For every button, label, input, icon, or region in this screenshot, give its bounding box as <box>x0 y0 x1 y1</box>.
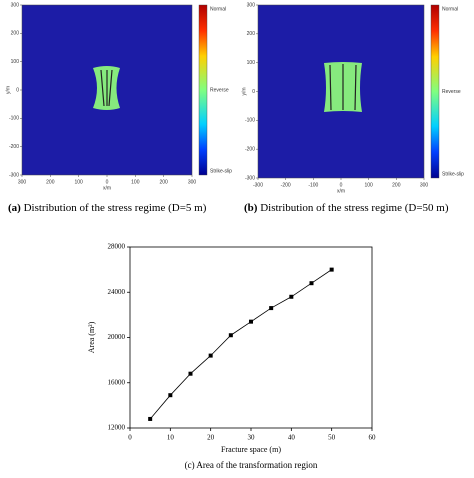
y-tick-label: -200 <box>9 144 19 150</box>
x-tick-label: 100 <box>74 179 83 185</box>
colorbar-label: Normal <box>210 6 226 12</box>
data-point <box>168 393 173 398</box>
x-tick-label: 100 <box>364 182 373 188</box>
colorbar <box>430 4 440 179</box>
x-tick-label: 0 <box>106 179 109 185</box>
caption-text: Area of the transformation region <box>196 460 317 470</box>
x-tick-label: -300 <box>253 182 263 188</box>
data-point <box>269 306 274 311</box>
colorbar-label: Normal <box>442 6 458 12</box>
x-tick-label: 0 <box>128 434 132 442</box>
data-point <box>188 371 193 376</box>
x-tick-label: 200 <box>392 182 401 188</box>
caption-text: Distribution of the stress regime (D=50 … <box>260 202 449 214</box>
data-point <box>289 294 294 299</box>
y-tick-label: 300 <box>247 2 256 8</box>
caption: (c) Area of the transformation region <box>185 460 318 470</box>
data-point <box>148 416 153 421</box>
data-point <box>228 333 233 338</box>
figure-label: (b) <box>244 202 258 214</box>
x-tick-label: 300 <box>18 179 27 185</box>
fracture <box>108 69 113 107</box>
series-line <box>149 269 332 420</box>
colorbar-label: Reverse <box>442 89 461 95</box>
y-tick-label: 20000 <box>108 333 126 341</box>
x-axis-label: x/m <box>337 188 345 194</box>
x-tick-label: 50 <box>328 434 336 442</box>
y-tick-label: 100 <box>11 59 20 65</box>
plot-frame <box>129 246 373 429</box>
figure-label: (c) <box>185 460 195 470</box>
fracture <box>329 64 332 111</box>
y-axis-label: y/m <box>5 86 11 94</box>
fracture <box>354 64 357 111</box>
x-tick-label: -200 <box>281 182 291 188</box>
x-tick-label: 40 <box>288 434 296 442</box>
y-tick-label: -300 <box>9 172 19 178</box>
data-point <box>329 267 334 272</box>
y-tick-label: 100 <box>247 60 256 66</box>
y-tick-label: -200 <box>245 146 255 152</box>
colorbar-label: Reverse <box>210 87 229 93</box>
x-tick-label: 10 <box>167 434 175 442</box>
x-tick-label: -100 <box>308 182 318 188</box>
data-point <box>208 353 213 358</box>
colorbar <box>198 4 208 176</box>
figure-label: (a) <box>8 202 21 214</box>
x-tick-label: 60 <box>369 434 377 442</box>
y-tick-label: -100 <box>245 118 255 124</box>
fracture <box>100 69 105 107</box>
caption: (b) Distribution of the stress regime (D… <box>244 202 449 214</box>
y-tick-label: 24000 <box>108 288 126 296</box>
y-tick-label: 12000 <box>108 424 126 432</box>
caption: (a) Distribution of the stress regime (D… <box>8 202 207 214</box>
y-tick-label: 0 <box>16 87 19 93</box>
data-point <box>309 281 314 286</box>
x-tick-label: 200 <box>46 179 55 185</box>
data-point <box>249 319 253 324</box>
x-tick-label: 200 <box>159 179 168 185</box>
x-tick-label: 100 <box>131 179 140 185</box>
y-tick-label: 300 <box>11 2 20 8</box>
x-tick-label: 300 <box>420 182 429 188</box>
colorbar-label: Strike-slip <box>210 168 232 174</box>
x-axis-label: Fracture space (m) <box>221 445 281 454</box>
y-tick-label: 0 <box>252 89 255 95</box>
caption-text: Distribution of the stress regime (D=5 m… <box>24 202 207 214</box>
x-tick-label: 30 <box>248 434 256 442</box>
x-tick-label: 20 <box>207 434 215 442</box>
y-tick-label: -300 <box>245 175 255 181</box>
y-tick-label: 28000 <box>108 243 126 251</box>
y-tick-label: 16000 <box>108 378 126 386</box>
y-axis-label: y/m <box>241 87 247 95</box>
y-tick-label: 200 <box>247 31 256 37</box>
x-axis-label: x/m <box>103 185 111 191</box>
x-tick-label: 0 <box>340 182 343 188</box>
x-tick-label: 300 <box>188 179 197 185</box>
colorbar-label: Strike-slip <box>442 171 464 177</box>
y-tick-label: -100 <box>9 116 19 122</box>
y-axis-label: Area (m²) <box>87 321 96 353</box>
y-tick-label: 200 <box>11 31 20 37</box>
